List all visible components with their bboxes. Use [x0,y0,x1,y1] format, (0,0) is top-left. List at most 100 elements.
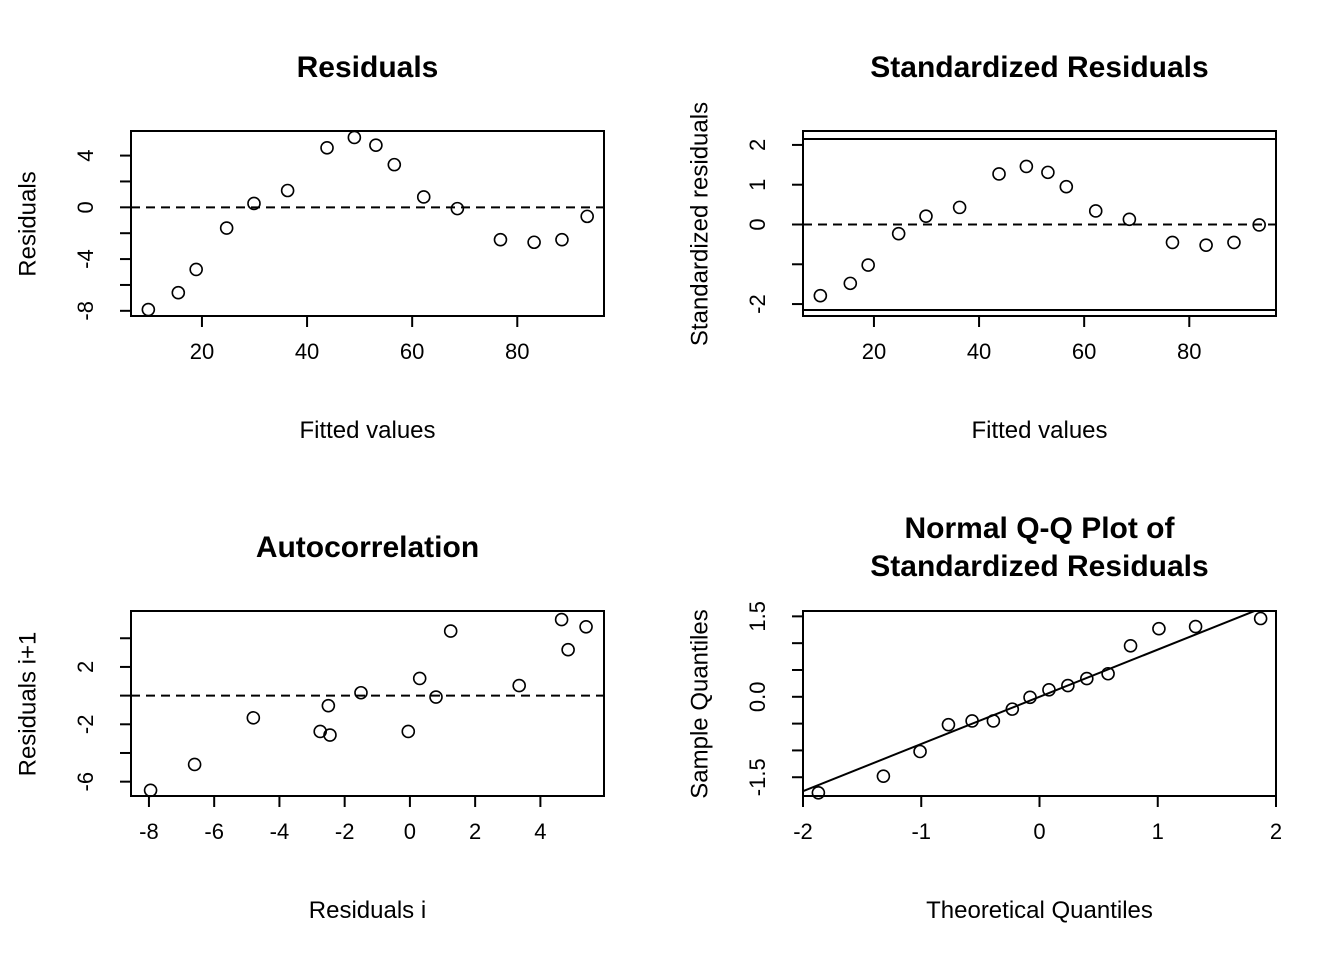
y-tick-label: 2 [745,139,770,151]
x-tick-label: 2 [1270,819,1282,844]
data-point [1061,678,1075,693]
data-point [1041,165,1055,180]
data-point [986,714,1001,728]
data-point [913,744,927,759]
x-tick-label: -8 [139,819,159,844]
data-point [561,642,575,657]
x-axis-title: Fitted values [971,417,1107,444]
y-tick-label: -2 [73,715,98,735]
x-tick-label: 80 [1177,339,1201,364]
data-point [450,201,465,216]
y-tick-label: 0 [73,201,98,213]
y-tick-label: 0.0 [745,682,770,713]
data-point [876,769,891,783]
y-tick-label: -1.5 [745,758,770,796]
x-tick-label: -2 [793,819,813,844]
x-tick-label: 4 [534,819,546,844]
data-point [416,190,431,204]
x-tick-label: 20 [862,339,886,364]
x-tick-label: 0 [1033,819,1045,844]
x-tick-label: -1 [911,819,931,844]
data-point [891,226,906,241]
panel-residuals: Residuals 20 40 60 80 -8 -4 0 4 Fitted values Resi… [15,51,605,444]
y-tick-label: 1 [745,179,770,191]
y-axis-title: Standardized residuals [687,102,714,346]
x-tick-label: 80 [505,339,529,364]
data-point [580,209,594,224]
x-tick-label: 1 [1152,819,1164,844]
data-point [219,221,234,235]
data-point [1088,204,1103,218]
data-point [401,724,416,739]
y-axis-title: Residuals i+1 [15,632,42,777]
data-point [813,288,828,303]
x-tick-label: -2 [335,819,355,844]
panel-title: Autocorrelation [256,531,479,564]
x-axis-title: Theoretical Quantiles [926,897,1153,924]
x-tick-label: 60 [400,339,424,364]
y-tick-label: -6 [73,772,98,792]
data-point [323,728,337,742]
data-point [369,138,383,153]
qq-reference-line [803,611,1258,793]
y-axis-title: Sample Quantiles [687,609,714,798]
plot-frame [130,610,605,797]
y-tick-label: -8 [73,301,98,321]
data-point [321,698,336,713]
data-point [1122,212,1137,227]
data-point [1059,179,1074,194]
data-point [1227,235,1241,250]
data-point [992,167,1006,181]
y-axis-title: Residuals [15,171,42,276]
data-point [171,285,186,300]
panel-autocorrelation: Autocorrelation -8 -6 -4 -2 0 2 4 -6 -2 2 Residuals… [15,531,605,924]
data-point [387,157,402,172]
x-tick-label: 40 [967,339,991,364]
x-axis-title: Residuals i [309,897,426,924]
data-point [246,711,261,725]
data-point [1253,611,1268,626]
data-point [1152,621,1166,636]
data-point [354,685,368,700]
data-point [919,209,933,223]
data-point [280,183,295,198]
data-point [1123,639,1138,653]
data-point [1252,218,1266,232]
data-point [1042,683,1056,697]
data-point [811,785,826,800]
data-point [843,276,858,291]
x-tick-label: -4 [270,819,290,844]
data-point [1080,671,1094,686]
data-point [861,258,875,272]
data-point [429,690,443,704]
y-tick-label: -2 [745,294,770,314]
x-tick-label: -6 [204,819,224,844]
y-tick-label: 4 [73,149,98,161]
data-point [941,717,956,732]
panel-qq: Normal Q-Q Plot of Standardized Residuals… [687,512,1283,924]
x-axis-title: Fitted values [299,417,435,444]
data-point [952,200,967,215]
panel-title: Residuals [297,51,439,84]
panel-title: Standardized Residuals [870,51,1208,84]
plot-frame [802,610,1277,797]
x-tick-label: 20 [190,339,214,364]
x-tick-label: 60 [1072,339,1096,364]
data-point [579,619,593,634]
y-tick-label: 2 [73,661,98,673]
data-point [1188,619,1203,634]
panel-title: Normal Q-Q Plot of [905,512,1176,545]
data-point [1005,702,1020,716]
y-tick-label: 0 [745,218,770,230]
data-point [347,130,362,145]
data-point [143,783,158,798]
data-point [512,678,526,693]
data-point [1023,690,1037,705]
y-tick-label: -4 [73,249,98,269]
plot-frame [802,130,1277,317]
panel-standardized: Standardized Residuals 20 40 60 80 -2 0 1 2 Fitte… [687,51,1277,444]
plot-frame [130,130,605,317]
data-point [527,235,541,250]
data-point [443,624,458,638]
